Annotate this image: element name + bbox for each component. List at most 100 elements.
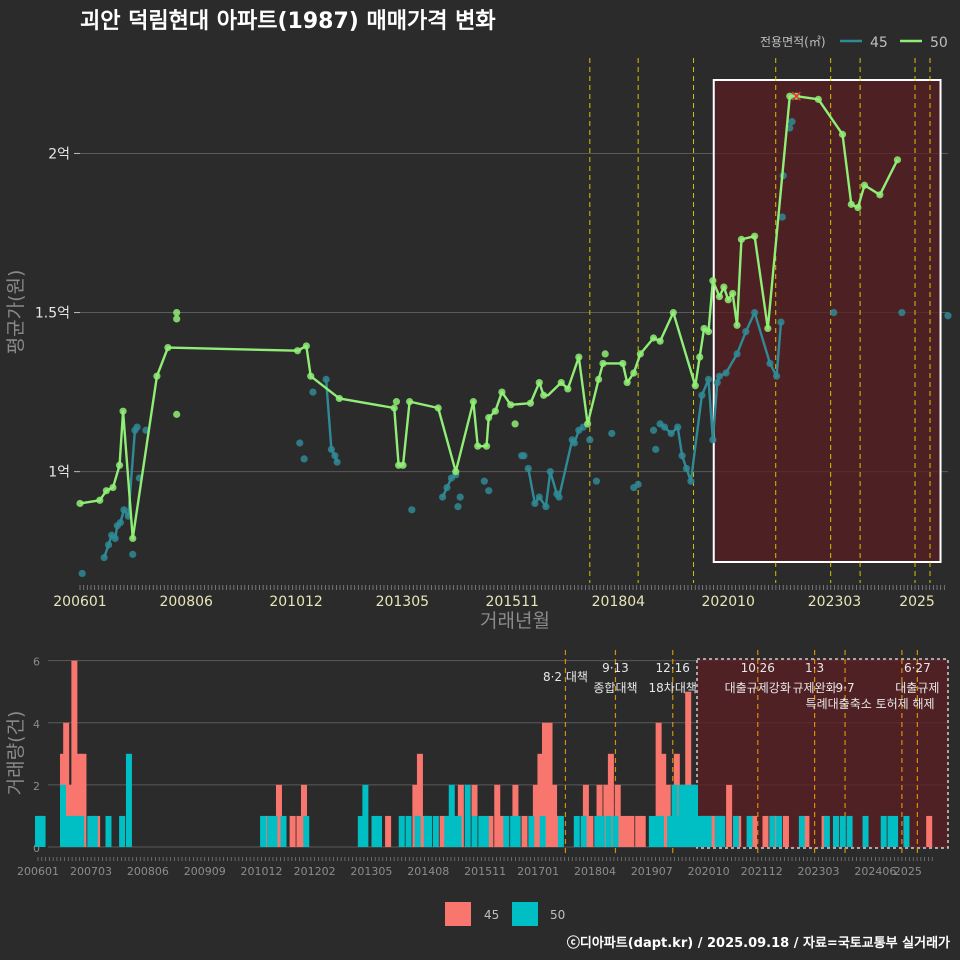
volume-bar-50 — [64, 815, 71, 847]
bottom-x-tick-label: 201701 — [517, 865, 559, 878]
policy-annotation: 대출규제 — [895, 681, 939, 695]
series-50-point — [96, 496, 104, 504]
top-x-tick-label: 201511 — [485, 594, 538, 610]
bottom-x-tick-label: 200806 — [127, 865, 169, 878]
volume-bar-50 — [769, 815, 776, 847]
volume-bar-50 — [692, 784, 699, 847]
policy-annotation: 12·16 — [656, 661, 690, 675]
volume-bar-45 — [685, 691, 692, 847]
series-50-point — [669, 308, 677, 317]
volume-bar-50 — [678, 784, 685, 847]
legend-bottom-50-label: 50 — [550, 908, 565, 922]
volume-bar-45 — [782, 815, 789, 847]
series-45-point — [682, 464, 691, 473]
volume-bar-50 — [87, 815, 94, 847]
volume-bar-50 — [69, 815, 76, 847]
series-45-point — [709, 436, 717, 444]
volume-bar-50 — [119, 815, 126, 847]
bottom-y-tick-label: 0 — [33, 842, 40, 855]
volume-bar-50 — [444, 815, 451, 847]
series-45-point — [518, 452, 526, 460]
series-50-point — [814, 95, 822, 103]
series-50-point — [733, 321, 741, 329]
series-50-point — [656, 337, 664, 345]
series-50-point — [173, 308, 181, 317]
volume-bar-50 — [657, 815, 664, 847]
top-x-tick-label: 201305 — [376, 594, 429, 610]
series-50-point — [115, 461, 124, 469]
volume-bar-50 — [832, 815, 839, 847]
series-45-point — [327, 445, 335, 453]
volume-bar-45 — [521, 815, 528, 847]
volume-bar-50 — [371, 815, 378, 847]
volume-bar-50 — [398, 815, 405, 847]
volume-bar-45 — [607, 753, 614, 847]
series-45-point — [722, 369, 730, 377]
price-panel: 1억 1.5억 2억 200601 200806 201012 201305 201511 20… — [35, 58, 952, 610]
top-highlight-region — [712, 79, 942, 563]
series-50-point — [649, 334, 658, 342]
volume-bar-50 — [91, 815, 98, 847]
series-50-point — [173, 315, 181, 323]
series-50-point — [511, 420, 519, 428]
volume-bar-50 — [682, 784, 689, 847]
series-45-point — [667, 429, 675, 438]
volume-bar-50 — [732, 815, 739, 847]
volume-bar-50 — [557, 815, 564, 847]
series-45-point — [652, 445, 660, 453]
series-50-point — [599, 359, 607, 368]
bottom-y-tick-label: 2 — [33, 780, 40, 793]
volume-bar-50 — [432, 815, 439, 847]
volume-bar-50 — [303, 815, 310, 847]
volume-bar-45 — [541, 722, 548, 847]
top-x-tick-label: 201012 — [269, 594, 322, 610]
volume-bar-45 — [623, 815, 630, 847]
series-45-point — [687, 477, 695, 485]
bottom-x-tick-label: 202010 — [688, 865, 730, 878]
series-45-point — [485, 487, 493, 495]
series-50-point — [434, 404, 442, 412]
series-50-point — [474, 442, 482, 450]
series-50-point — [452, 468, 460, 476]
volume-bar-45 — [487, 815, 494, 847]
series-50-point — [526, 399, 535, 407]
series-45-point — [104, 541, 113, 549]
series-45-point — [634, 480, 642, 488]
legend-top-title: 전용면적(㎡) — [760, 35, 826, 49]
series-50-point — [619, 359, 627, 368]
series-45-point — [778, 213, 786, 221]
policy-annotation: 9·13 — [602, 661, 629, 675]
volume-bar-45 — [655, 722, 662, 847]
top-x-tick-label: 200601 — [53, 594, 106, 610]
top-x-axis-title: 거래년월 — [480, 610, 550, 632]
series-45-point — [678, 452, 686, 460]
series-45-point — [546, 468, 554, 476]
volume-bar-45 — [619, 815, 626, 847]
bottom-y-tick-label: 4 — [33, 718, 40, 731]
series-50-point — [636, 350, 644, 358]
volume-bar-45 — [635, 815, 642, 847]
top-y-tick-label: 1억 — [48, 465, 70, 481]
series-45-point — [133, 423, 141, 431]
volume-bar-50 — [653, 815, 660, 847]
volume-bar-50 — [671, 784, 678, 847]
bottom-x-tick-label: 200703 — [70, 865, 112, 878]
series-45-point — [438, 493, 447, 501]
volume-bar-45 — [296, 815, 303, 847]
volume-bar-45 — [439, 815, 446, 847]
volume-bar-45 — [751, 815, 758, 847]
series-45-point — [524, 464, 532, 473]
series-45-point — [733, 350, 741, 358]
series-50-point — [715, 293, 724, 301]
series-45-point — [535, 493, 543, 501]
volume-bar-45 — [80, 753, 87, 847]
volume-bar-50 — [880, 815, 887, 847]
bottom-x-tick-label: 201408 — [407, 865, 449, 878]
series-50-point — [584, 420, 592, 428]
volume-bar-50 — [35, 815, 41, 847]
volume-bar-50 — [405, 815, 412, 847]
series-50-point — [76, 499, 84, 508]
series-50-point — [129, 534, 137, 543]
top-y-axis-title: 평균가(원) — [5, 270, 27, 355]
